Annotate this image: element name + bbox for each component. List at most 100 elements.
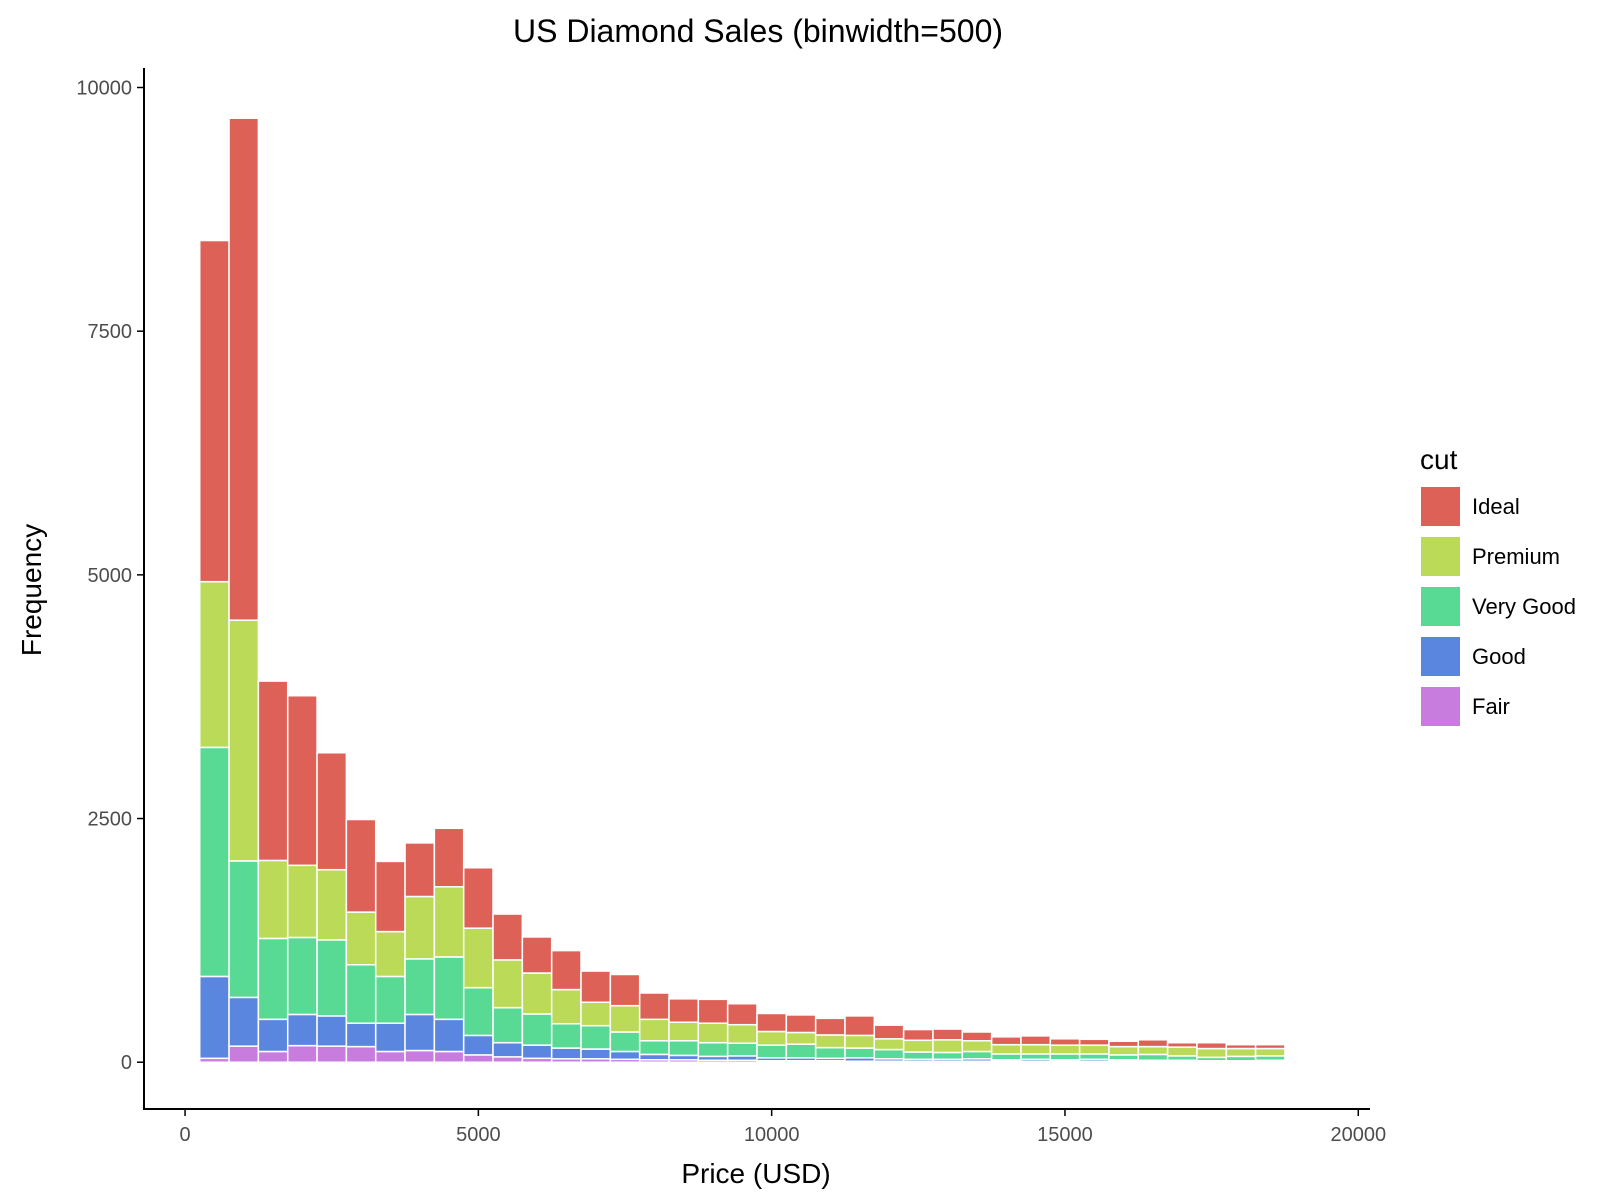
x-axis-title: Price (USD) <box>681 1158 830 1189</box>
x-tick-label: 15000 <box>1037 1124 1093 1146</box>
y-tick-label: 0 <box>121 1052 132 1074</box>
bar-ideal-bin-18 <box>726 1002 758 1026</box>
bar-ideal-bin-34 <box>1196 1041 1228 1050</box>
bar-premium-bin-29 <box>1049 1044 1081 1055</box>
bar-premium-bin-1 <box>228 619 260 862</box>
bar-ideal-bin-20 <box>785 1014 817 1034</box>
bar-good-bin-15 <box>638 1053 670 1061</box>
bar-ideal-bin-7 <box>404 842 436 898</box>
bar-very-good-bin-7 <box>404 958 436 1016</box>
bar-very-good-bin-28 <box>1020 1053 1052 1061</box>
bar-very-good-bin-30 <box>1078 1053 1110 1061</box>
bar-very-good-bin-0 <box>198 746 230 978</box>
bar-ideal-bin-35 <box>1225 1043 1257 1050</box>
bar-premium-bin-26 <box>961 1040 993 1053</box>
bar-premium-bin-20 <box>785 1031 817 1045</box>
bar-ideal-bin-23 <box>873 1024 905 1040</box>
bar-premium-bin-34 <box>1196 1047 1228 1059</box>
bar-premium-bin-32 <box>1137 1045 1169 1056</box>
bar-good-bin-8 <box>433 1018 465 1053</box>
bar-very-good-bin-23 <box>873 1048 905 1060</box>
bar-premium-bin-27 <box>990 1043 1022 1055</box>
legend-label-fair: Fair <box>1472 694 1510 719</box>
legend-label-ideal: Ideal <box>1472 494 1520 519</box>
bar-good-bin-13 <box>580 1048 612 1060</box>
bar-ideal-bin-13 <box>580 970 612 1004</box>
legend-label-premium: Premium <box>1472 544 1560 569</box>
bar-good-bin-5 <box>345 1022 377 1048</box>
bar-ideal-bin-5 <box>345 818 377 913</box>
bar-ideal-bin-15 <box>638 992 670 1021</box>
bar-ideal-bin-14 <box>609 973 641 1007</box>
legend-swatch-fair <box>1421 687 1460 726</box>
bar-good-bin-2 <box>257 1018 289 1053</box>
bar-very-good-bin-3 <box>286 936 318 1016</box>
bar-ideal-bin-31 <box>1108 1040 1140 1048</box>
bar-very-good-bin-4 <box>316 939 348 1017</box>
bar-premium-bin-5 <box>345 911 377 966</box>
legend-swatch-premium <box>1421 537 1460 576</box>
bar-fair-bin-1 <box>228 1045 260 1063</box>
bar-ideal-bin-1 <box>228 117 260 621</box>
bar-fair-bin-5 <box>345 1045 377 1063</box>
bar-premium-bin-21 <box>814 1034 846 1049</box>
bar-premium-bin-2 <box>257 859 289 940</box>
bar-premium-bin-7 <box>404 895 436 960</box>
bar-very-good-bin-14 <box>609 1031 641 1053</box>
bar-good-bin-10 <box>492 1041 524 1058</box>
bar-very-good-bin-20 <box>785 1043 817 1059</box>
bar-ideal-bin-26 <box>961 1031 993 1042</box>
bar-fair-bin-10 <box>492 1056 524 1063</box>
bar-premium-bin-10 <box>492 959 524 1009</box>
x-tick-label: 10000 <box>744 1124 800 1146</box>
legend-swatch-ideal <box>1421 487 1460 526</box>
bar-ideal-bin-2 <box>257 680 289 862</box>
bar-premium-bin-8 <box>433 886 465 958</box>
bar-very-good-bin-11 <box>521 1013 553 1046</box>
bar-good-bin-11 <box>521 1044 553 1060</box>
bar-very-good-bin-18 <box>726 1042 758 1057</box>
bar-ideal-bin-30 <box>1078 1038 1110 1046</box>
bar-ideal-bin-29 <box>1049 1038 1081 1046</box>
y-axis-ticks: 0 2500 5000 7500 10000 <box>76 77 144 1074</box>
bar-very-good-bin-17 <box>697 1041 729 1058</box>
bar-premium-bin-30 <box>1078 1044 1110 1055</box>
bar-ideal-bin-22 <box>844 1015 876 1037</box>
bar-very-good-bin-24 <box>902 1051 934 1061</box>
bar-ideal-bin-9 <box>462 867 494 929</box>
bar-fair-bin-8 <box>433 1050 465 1063</box>
bar-premium-bin-22 <box>844 1034 876 1049</box>
bar-premium-bin-16 <box>668 1021 700 1042</box>
y-tick-label: 7500 <box>88 321 133 343</box>
bar-ideal-bin-17 <box>697 998 729 1024</box>
bar-very-good-bin-8 <box>433 956 465 1021</box>
bar-very-good-bin-9 <box>462 986 494 1037</box>
bar-ideal-bin-19 <box>756 1012 788 1033</box>
y-axis-title: Frequency <box>16 524 47 656</box>
y-tick-label: 5000 <box>88 565 133 587</box>
bar-fair-bin-4 <box>316 1045 348 1063</box>
bar-very-good-bin-27 <box>990 1053 1022 1061</box>
bar-fair-bin-3 <box>286 1044 318 1063</box>
bar-fair-bin-2 <box>257 1050 289 1063</box>
bar-good-bin-9 <box>462 1034 494 1056</box>
bar-very-good-bin-29 <box>1049 1053 1081 1061</box>
bar-very-good-bin-6 <box>374 975 406 1024</box>
bar-premium-bin-23 <box>873 1038 905 1051</box>
bar-premium-bin-0 <box>198 580 230 749</box>
bar-ideal-bin-27 <box>990 1036 1022 1046</box>
bar-premium-bin-11 <box>521 972 553 1015</box>
x-tick-label: 20000 <box>1330 1124 1386 1146</box>
x-tick-label: 0 <box>179 1124 190 1146</box>
bar-premium-bin-14 <box>609 1004 641 1033</box>
bar-ideal-bin-28 <box>1020 1035 1052 1046</box>
bar-premium-bin-24 <box>902 1039 934 1053</box>
bar-premium-bin-25 <box>932 1039 964 1054</box>
bar-very-good-bin-1 <box>228 860 260 999</box>
bar-good-bin-3 <box>286 1013 318 1047</box>
bar-very-good-bin-32 <box>1137 1053 1169 1062</box>
legend-label-good: Good <box>1472 644 1526 669</box>
x-axis-ticks: 0 5000 10000 15000 20000 <box>179 1109 1386 1146</box>
bar-ideal-bin-33 <box>1166 1041 1198 1048</box>
